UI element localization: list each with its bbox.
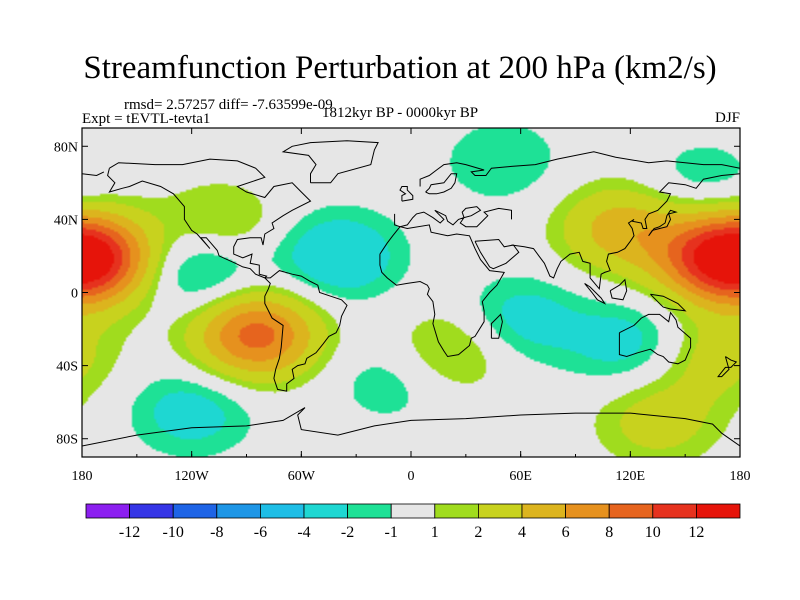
x-axis: 180 120W 60W 0 60E 120E 180: [72, 128, 751, 484]
coast-north-america: [107, 158, 312, 279]
x-tick-label: 120W: [175, 469, 210, 484]
colorbar-box: [652, 503, 697, 519]
field-raster: [82, 128, 740, 457]
coast-new-guinea: [650, 293, 687, 312]
coast-japan: [648, 209, 678, 237]
colorbar-box: [565, 503, 610, 519]
colorbar-box: [390, 503, 436, 519]
coast-scandinavia: [419, 151, 740, 187]
coast-antarctica: [82, 407, 740, 447]
colorbar-box: [434, 503, 479, 519]
y-axis: 80N 40N 0 40S 80S: [54, 140, 740, 448]
colorbar-label: -4: [297, 524, 310, 541]
colorbar-box: [172, 503, 218, 519]
colorbar-box: [303, 503, 348, 519]
streamfunction-field: [82, 128, 740, 457]
coast-baltic: [425, 173, 458, 195]
colorbar-label: -2: [341, 524, 354, 541]
y-tick-label: 80S: [56, 433, 78, 448]
coast-new-zealand: [717, 356, 738, 378]
coast-africa: [379, 224, 506, 358]
coast-south-america: [264, 270, 348, 392]
colorbar-box: [129, 503, 174, 519]
coast-britain: [399, 186, 414, 202]
colorbar-label: 2: [474, 524, 482, 541]
colorbar-box: [347, 503, 392, 519]
season-label: DJF: [714, 110, 740, 126]
colorbar-label: -8: [210, 524, 223, 541]
colorbar-box: [608, 503, 654, 519]
coastlines: [82, 140, 740, 447]
colorbar-label: -6: [254, 524, 267, 541]
x-tick-label: 0: [408, 469, 415, 484]
x-tick-label: 60W: [288, 469, 316, 484]
colorbar-label: 6: [562, 524, 570, 541]
x-tick-label: 120E: [616, 469, 646, 484]
colorbar-box: [477, 503, 523, 519]
x-tick-label: 60E: [509, 469, 532, 484]
coast-alaska-islands: [82, 171, 105, 177]
y-tick-label: 80N: [54, 140, 78, 155]
x-tick-label: 180: [72, 469, 93, 484]
colorbar-label: 4: [518, 524, 526, 541]
colorbar-label: -10: [163, 524, 184, 541]
colorbar-box: [216, 503, 261, 519]
experiment-label: Expt = tEVTL-tevta1: [82, 111, 211, 127]
coast-greenland: [281, 140, 379, 184]
colorbar-label: -12: [119, 524, 140, 541]
coast-europe: [394, 206, 512, 228]
coast-arabia: [474, 238, 520, 270]
coast-madagascar: [490, 313, 503, 339]
colorbar-label: 10: [645, 524, 661, 541]
colorbar-box: [521, 503, 566, 519]
y-tick-label: 40S: [56, 360, 78, 375]
colorbar-box: [85, 503, 130, 519]
coast-australia: [618, 311, 692, 365]
colorbar-label: 8: [605, 524, 613, 541]
colorbar-box: [696, 503, 741, 519]
colorbar-box: [259, 503, 305, 519]
stats-label: rmsd= 2.57257 diff= -7.63599e-09: [124, 97, 333, 113]
coast-sumatra: [584, 282, 607, 305]
colorbar-label: 12: [688, 524, 704, 541]
y-tick-label: 40N: [54, 213, 78, 228]
y-tick-label: 0: [71, 287, 78, 302]
colorbar-label: 1: [431, 524, 439, 541]
colorbar: -12 -10 -8 -6 -4 -2 -1 1 2 4 6 8 10 12: [85, 503, 741, 541]
coast-south-asia: [511, 173, 740, 290]
colorbar-label: -1: [385, 524, 398, 541]
x-tick-label: 180: [730, 469, 751, 484]
map-title: Streamfunction Perturbation at 200 hPa (…: [83, 50, 717, 86]
coast-borneo: [609, 278, 628, 301]
period-label: 1812kyr BP - 0000kyr BP: [322, 105, 479, 121]
